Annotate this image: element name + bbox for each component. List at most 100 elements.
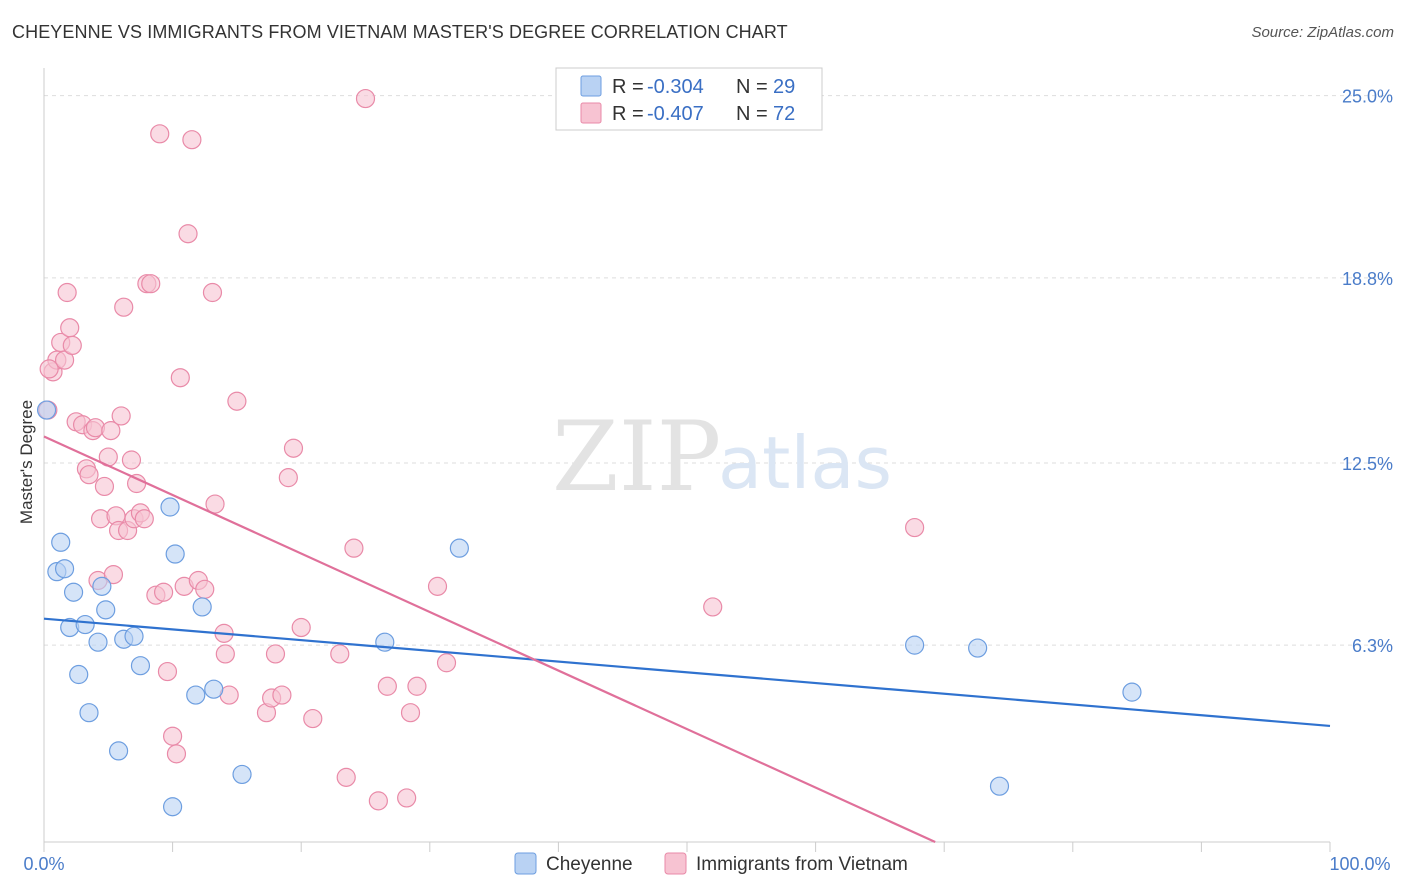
point-cheyenne — [54, 559, 75, 579]
point-cheyenne — [989, 776, 1010, 796]
stats-n-label-cheyenne: N = — [736, 76, 768, 98]
point-vietnam — [57, 282, 77, 303]
trend-lines — [43, 435, 1331, 844]
point-vietnam — [265, 644, 286, 664]
y-tick-label: 18.8% — [1342, 269, 1393, 289]
point-cheyenne — [186, 685, 206, 705]
point-vietnam — [368, 791, 388, 811]
point-vietnam — [703, 597, 723, 617]
gridlines — [44, 95, 1392, 646]
point-cheyenne — [192, 597, 212, 617]
point-cheyenne — [449, 538, 469, 558]
legend-label-cheyenne: Cheyenne — [546, 854, 633, 875]
point-cheyenne — [92, 576, 112, 596]
point-vietnam — [178, 224, 198, 244]
point-vietnam — [407, 676, 427, 696]
point-vietnam — [62, 335, 82, 355]
legend-label-vietnam: Immigrants from Vietnam — [696, 854, 908, 875]
point-cheyenne — [160, 497, 180, 517]
point-vietnam — [427, 576, 448, 596]
point-cheyenne — [88, 632, 108, 652]
point-vietnam — [39, 359, 59, 379]
point-vietnam — [101, 421, 121, 441]
point-vietnam — [111, 406, 131, 426]
series-immigrants-from-vietnam — [38, 88, 925, 811]
x-tick-label-max: 100.0% — [1329, 854, 1390, 874]
point-vietnam — [141, 274, 161, 294]
point-vietnam — [905, 517, 925, 538]
point-vietnam — [336, 767, 356, 787]
watermark-zip: ZIP — [552, 401, 721, 513]
point-cheyenne — [968, 638, 988, 658]
watermark-atlas: atlas — [718, 421, 892, 505]
series-cheyenne — [36, 400, 1142, 817]
point-vietnam — [182, 130, 202, 150]
trend-line-vietnam — [43, 435, 936, 844]
point-cheyenne — [204, 679, 224, 699]
chart-title: CHEYENNE VS IMMIGRANTS FROM VIETNAM MAST… — [12, 22, 788, 42]
trend-line-cheyenne — [43, 617, 1331, 728]
point-vietnam — [126, 473, 147, 494]
point-cheyenne — [1122, 682, 1142, 702]
y-tick-label: 12.5% — [1342, 454, 1393, 474]
point-cheyenne — [163, 797, 183, 817]
point-cheyenne — [165, 544, 185, 564]
point-vietnam — [227, 391, 247, 411]
point-vietnam — [103, 564, 124, 585]
y-tick-labels: 6.3% 12.5% 18.8% 25.0% — [1342, 87, 1393, 656]
point-cheyenne — [75, 614, 95, 635]
point-vietnam — [205, 494, 225, 514]
point-cheyenne — [79, 703, 99, 723]
point-vietnam — [330, 644, 350, 664]
point-vietnam — [355, 88, 376, 109]
source-credit: Source: ZipAtlas.com — [1251, 24, 1394, 41]
point-vietnam — [163, 726, 183, 746]
point-vietnam — [377, 676, 397, 696]
point-cheyenne — [232, 764, 252, 785]
point-vietnam — [215, 644, 235, 664]
stats-n-value-vietnam: 72 — [773, 103, 795, 125]
point-vietnam — [157, 661, 178, 682]
stats-legend: R = -0.304 N = 29 R = -0.407 N = 72 — [555, 67, 823, 131]
point-vietnam — [170, 368, 190, 388]
stats-n-label-vietnam: N = — [736, 103, 768, 125]
point-vietnam — [272, 685, 292, 705]
point-vietnam — [153, 582, 174, 602]
series-legend: Cheyenne Immigrants from Vietnam — [514, 852, 908, 875]
point-vietnam — [195, 579, 215, 599]
point-cheyenne — [108, 741, 129, 761]
point-vietnam — [79, 465, 99, 485]
point-vietnam — [278, 468, 298, 488]
y-tick-label: 25.0% — [1342, 87, 1393, 107]
point-cheyenne — [51, 532, 71, 552]
point-vietnam — [134, 509, 154, 529]
axes — [43, 68, 1331, 852]
point-cheyenne — [63, 582, 84, 602]
point-cheyenne — [36, 400, 57, 420]
point-vietnam — [397, 788, 417, 808]
stats-r-label-vietnam: R = — [612, 103, 644, 125]
stats-r-label-cheyenne: R = — [612, 76, 644, 98]
stats-r-value-cheyenne: -0.304 — [647, 76, 704, 98]
legend-swatch-vietnam — [664, 852, 687, 875]
point-vietnam — [166, 744, 187, 764]
y-tick-label: 6.3% — [1352, 636, 1393, 656]
legend-swatch-cheyenne — [514, 852, 537, 875]
point-cheyenne — [69, 664, 89, 685]
point-vietnam — [94, 476, 115, 497]
point-vietnam — [344, 538, 364, 558]
point-cheyenne — [905, 635, 925, 655]
point-vietnam — [291, 617, 311, 638]
point-cheyenne — [124, 626, 144, 646]
point-vietnam — [303, 708, 323, 729]
point-vietnam — [283, 438, 304, 458]
x-tick-labels: 0.0% 100.0% — [23, 854, 1390, 874]
point-vietnam — [121, 450, 142, 470]
watermark: ZIP atlas — [552, 401, 892, 513]
stats-r-value-vietnam: -0.407 — [647, 103, 704, 125]
y-axis-title: Master's Degree — [17, 400, 36, 524]
point-vietnam — [436, 653, 457, 673]
point-vietnam — [114, 297, 134, 317]
point-cheyenne — [130, 656, 151, 676]
